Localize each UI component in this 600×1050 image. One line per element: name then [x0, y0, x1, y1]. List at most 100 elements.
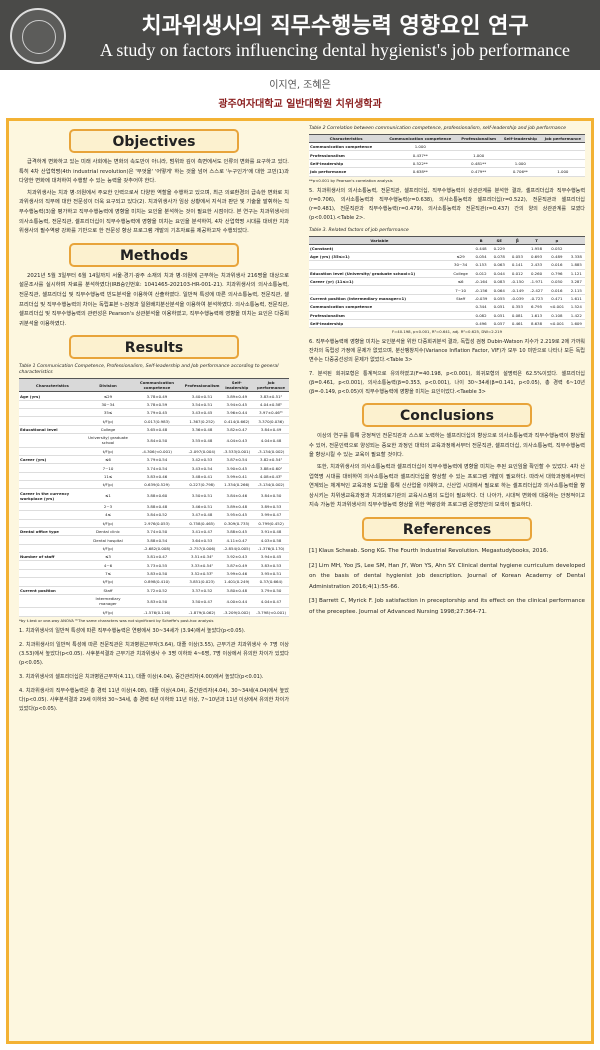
cell: 3.851(0.023): [183, 577, 221, 587]
cell: 3.64±0.53: [183, 535, 221, 545]
cell: 1.958: [526, 244, 547, 253]
note: F=40.198, p<0.001, R²=0.641, adj. R²=0.6…: [391, 329, 503, 335]
cell: Intermediary manager: [85, 594, 131, 609]
cell: -0.723: [526, 294, 547, 304]
cell: 0.053: [507, 252, 527, 262]
row: Dental office type Dental clinic 3.74±0.50…: [19, 527, 289, 537]
cell: 3.48±0.41: [183, 472, 221, 482]
cell: [449, 302, 472, 312]
row: 4~6 3.73±0.55 3.33±0.54ᵃ 3.87±0.49 3.83±0.53: [19, 560, 289, 570]
cell: Career (yr) (11≤=1): [309, 277, 450, 287]
cell: 0.796: [546, 269, 568, 279]
cell: -4.306(<0.001): [130, 447, 184, 456]
cell: [19, 594, 86, 609]
cell: 3.99±0.41: [220, 472, 254, 482]
cell: 0.016: [546, 285, 568, 295]
cell: ≤6: [85, 455, 131, 465]
cell: -1.576(0.116): [130, 607, 184, 617]
row: 7≤ 3.83±0.50 3.52±0.53ᵇ 3.99±0.46 3.95±0.51: [19, 569, 289, 579]
cell: 0.153: [471, 260, 491, 270]
cell: 0.055: [490, 294, 508, 304]
row: Dental hospital 3.88±0.54 3.64±0.53 4.11±0.…: [19, 535, 289, 545]
cell: 3.99±0.46: [220, 569, 254, 579]
cell: 3.50±0.47: [183, 594, 221, 609]
cell: 0.481**: [457, 159, 500, 169]
header-cell: Communication competence: [130, 378, 184, 393]
cell: [540, 142, 585, 152]
cell: 0.082: [471, 311, 491, 320]
header-cell: p: [546, 235, 568, 245]
cell: 0.448: [471, 244, 491, 253]
header-cell: Variable: [309, 235, 450, 245]
cell: [499, 150, 541, 160]
cell: 1.000: [540, 167, 585, 177]
cell: 3.83±0.50: [130, 569, 184, 579]
row: t/F(p) -2.682(0.008) -2.757(0.006) -2.854(0…: [19, 544, 289, 554]
row: Career (yrs) ≤6 3.79±0.54 3.42±0.53 3.87±0.5…: [19, 455, 289, 465]
header-cell: Self-leadership: [220, 378, 254, 393]
cell: 3.89±0.49: [220, 391, 254, 401]
cell: 3.96±0.44: [220, 408, 254, 418]
cell: 3.97±0.46ᵃᵇ: [253, 408, 289, 418]
row: Current position Staff 3.72±0.52 3.37±0.52 3…: [19, 586, 289, 595]
affiliation: 광주여자대학교 일반대학원 치위생학과: [218, 99, 382, 110]
cell: 1.000: [499, 159, 541, 169]
note: *by t-test or one-way ANOVA ᵃᵇThe same c…: [19, 617, 214, 623]
cell: 3.95±0.45: [220, 510, 254, 520]
cell: 0.461: [507, 319, 527, 329]
cell: 3.83±0.51ᵃ: [253, 391, 289, 401]
cell: 3.79±0.54: [130, 455, 184, 465]
row: 30~34 0.153 0.063 0.141 2.433 0.016 1.885: [309, 260, 585, 270]
header-cell: [567, 235, 585, 245]
cell: 4.08±0.43ᵇ: [253, 472, 289, 482]
cell: Age (yrs): [19, 391, 86, 401]
cell: 7~10: [449, 285, 472, 295]
cell: 3.52±0.53ᵇ: [183, 569, 221, 579]
cell: 3.79±0.50: [253, 586, 289, 595]
cell: [540, 150, 585, 160]
heading: Objectives: [69, 129, 239, 153]
cell: t/F(p): [85, 480, 131, 490]
cell: 3.50±0.51: [183, 488, 221, 503]
cell: 6.795: [526, 302, 547, 312]
paragraph: 6. 직무수행능력에 영향을 미치는 요인분석을 위한 다중회귀분석 결과, 독…: [309, 339, 585, 364]
cell: 3.36±0.48: [183, 425, 221, 435]
cell: 3.81±0.47: [130, 552, 184, 562]
cell: Dental office type: [19, 527, 86, 537]
caption: Table 3. Related factors of job performa…: [309, 227, 409, 233]
header-cell: Job performance: [540, 134, 585, 143]
cell: 3.40±0.51: [183, 391, 221, 401]
cell: 3.88±0.48: [130, 502, 184, 512]
cell: 0.141: [507, 260, 527, 270]
cell: 3.287: [567, 277, 585, 287]
findings: 6. 직무수행능력에 영향을 미치는 요인분석을 위한 다중회귀분석 결과, 독…: [309, 338, 585, 397]
cell: -3.134(0.002): [253, 480, 289, 490]
cell: -0.164: [471, 277, 491, 287]
header-cell: Characteristics: [19, 378, 86, 393]
title: 치과위생사의 직무수행능력 영향요인 연구: [141, 14, 529, 39]
cell: 0.064: [490, 285, 508, 295]
cell: 3.78±0.49: [130, 391, 184, 401]
paragraph: 이상의 연구를 통해 긍정적인 전문직관과 스스로 노력하는 셀프리더십의 향상…: [309, 433, 585, 459]
cell: [19, 480, 86, 490]
cell: 3.73±0.55: [130, 560, 184, 570]
cell: [19, 607, 86, 617]
cell: 4.04±0.48: [253, 433, 289, 448]
cell: Education level (University/ graduate sc…: [309, 269, 450, 279]
header-cell: [449, 235, 472, 245]
paragraph: 3. 치과위생사의 셀프리더십은 치과병원근무자(4.11), 대졸 이상(4.…: [19, 673, 264, 680]
cell: 3.33±0.54ᵃ: [183, 560, 221, 570]
cell: t/F(p): [85, 416, 131, 426]
subtitle: A study on factors influencing dental hy…: [99, 40, 571, 60]
cell: 1.401(0.249): [220, 577, 254, 587]
cell: [19, 560, 86, 570]
cell: [567, 244, 585, 253]
header-cell: Division: [85, 378, 131, 393]
cell: 3.79±0.45: [130, 408, 184, 418]
cell: 3.78±0.59: [130, 400, 184, 410]
paragraph: [3] Barrett C, Myrick F. Job satisfactio…: [309, 598, 585, 615]
cell: 0.758(0.465): [183, 519, 221, 528]
cell: 3.94±0.45: [253, 552, 289, 562]
panel: Objectives 급격하게 변화하고 있는 미래 사회에는 변화의 속도만이…: [6, 118, 594, 1044]
